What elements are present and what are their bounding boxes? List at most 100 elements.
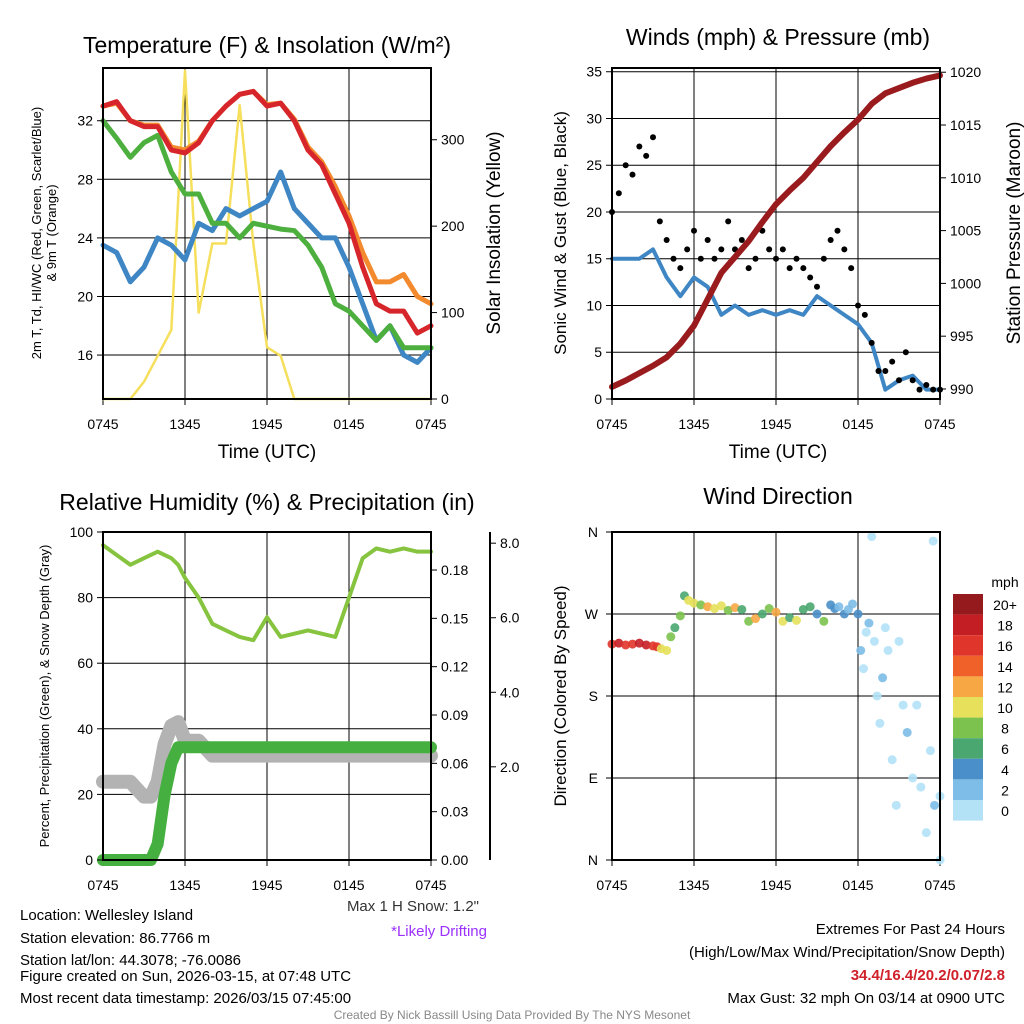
gust-point	[916, 386, 923, 393]
gust-point	[622, 162, 629, 169]
rh-chart-title: Relative Humidity (%) & Precipitation (i…	[59, 489, 474, 515]
wind-direction-point	[785, 613, 795, 623]
precipitation-line	[97, 741, 437, 866]
gust-point	[663, 237, 670, 244]
legend-label: 20+	[993, 597, 1017, 613]
wind-direction-point	[710, 604, 719, 614]
legend-label: 8	[1001, 721, 1009, 737]
wind-direction-point	[867, 532, 877, 542]
wind-direction-point	[861, 627, 871, 637]
wdir-y-tick-label: E	[589, 770, 598, 786]
gust-point	[868, 339, 875, 346]
rh-y-tick-label: 80	[77, 590, 93, 606]
x-tick-label: 0145	[333, 877, 364, 893]
plot-frame	[102, 67, 432, 400]
gust-point	[930, 386, 937, 393]
solar-y-tick-label: 100	[441, 305, 465, 321]
gust-point	[841, 246, 848, 253]
gust-point	[882, 367, 889, 374]
wdir-chart-title: Wind Direction	[703, 483, 853, 509]
wdir-y-tick-label: W	[585, 606, 599, 622]
temp-y-label-2: & 9m T (Orange)	[44, 184, 59, 281]
wind-direction-point	[921, 828, 931, 838]
temp-y-label: 2m T, Td, HI/WC (Red, Green, Scarlet/Blu…	[29, 107, 44, 359]
legend-label: 0	[1001, 803, 1009, 819]
temp-y-tick-label: 24	[77, 230, 93, 246]
wind-direction-point	[675, 611, 685, 621]
wind-y-tick-label: 25	[586, 157, 602, 173]
x-tick-label: 0145	[333, 416, 364, 432]
max-snow-note: Max 1 H Snow: 1.2"	[347, 898, 479, 915]
gust-point	[848, 265, 855, 272]
legend-label: 10	[997, 700, 1013, 716]
gust-point	[820, 255, 827, 262]
rh-y-tick-label: 0	[85, 852, 93, 868]
pressure-y-tick-label: 1015	[950, 117, 981, 133]
max-gust-text: Max Gust: 32 mph On 03/14 at 0900 UTC	[727, 990, 1005, 1007]
wind-direction-point	[798, 604, 808, 614]
relative-humidity-line	[101, 543, 433, 643]
wind-direction-point	[834, 602, 844, 612]
legend-label: 12	[997, 679, 1013, 695]
plot-frame	[611, 67, 941, 400]
temp-series-green	[100, 118, 434, 351]
wind-direction-point	[716, 601, 726, 611]
wind-direction-point	[930, 800, 940, 810]
temp-y-tick-label: 20	[77, 288, 93, 304]
rh-y-tick-label: 40	[77, 721, 93, 737]
gust-point	[896, 377, 902, 384]
recent-timestamp-text: Most recent data timestamp: 2026/03/15 0…	[20, 990, 351, 1007]
wdir-y-tick-label: S	[589, 688, 598, 704]
location-text: Location: Wellesley Island	[20, 907, 193, 924]
wind-direction-point	[853, 609, 863, 619]
x-tick-label: 0745	[596, 877, 627, 893]
wind-direction-point	[689, 598, 699, 608]
gust-point	[779, 246, 786, 253]
credit-footer: Created By Nick Bassill Using Data Provi…	[334, 1008, 691, 1022]
temp-chart-title: Temperature (F) & Insolation (W/m²)	[83, 32, 451, 58]
rh-y-label: Percent, Precipitation (Green), & Snow D…	[37, 545, 52, 848]
temp-series-red	[100, 88, 434, 336]
gust-point	[766, 246, 773, 253]
wind-direction-point	[883, 645, 893, 655]
wind-direction-point	[912, 700, 922, 710]
x-tick-label: 1345	[678, 416, 709, 432]
wind-direction-point	[666, 632, 676, 642]
legend-swatch	[953, 635, 983, 656]
latlon-text: Station lat/lon: 44.3078; -76.0086	[20, 952, 241, 969]
precip-y-tick-label: 0.09	[441, 707, 468, 723]
extremes-heading: Extremes For Past 24 Hours	[816, 921, 1005, 938]
wind-direction-point	[887, 755, 897, 765]
wind-direction-point	[856, 645, 866, 655]
rh-y-tick-label: 100	[70, 524, 94, 540]
wind-direction-point	[869, 636, 879, 646]
wind-y-tick-label: 0	[594, 391, 602, 407]
gust-point	[725, 218, 732, 225]
wind-direction-point	[908, 773, 918, 783]
pressure-y-tick-label: 1000	[950, 275, 981, 291]
gust-point	[793, 255, 800, 262]
pressure-y-tick-label: 1020	[950, 64, 981, 80]
snow-y-tick-label: 8.0	[500, 535, 520, 551]
wind-chart-title: Winds (mph) & Pressure (mb)	[626, 24, 930, 50]
rh-y-tick-label: 60	[77, 655, 93, 671]
precip-y-tick-label: 0.12	[441, 659, 468, 675]
gust-point	[718, 246, 725, 253]
gust-point	[752, 255, 759, 262]
wind-y-tick-label: 35	[586, 64, 602, 80]
temp-x-label: Time (UTC)	[218, 442, 317, 463]
gust-point	[650, 134, 656, 141]
gust-point	[834, 227, 841, 234]
wind-direction-point	[670, 623, 680, 633]
wind-direction-point	[864, 618, 874, 628]
wind-direction-point	[771, 607, 781, 617]
wind-direction-point	[916, 782, 926, 792]
wdir-y-tick-label: N	[588, 524, 598, 540]
wind-direction-point	[737, 604, 747, 614]
gust-point	[814, 283, 820, 290]
x-tick-label: 1345	[678, 877, 709, 893]
temp-y-tick-label: 16	[77, 347, 93, 363]
x-tick-label: 1945	[760, 416, 791, 432]
gust-point	[704, 237, 711, 244]
